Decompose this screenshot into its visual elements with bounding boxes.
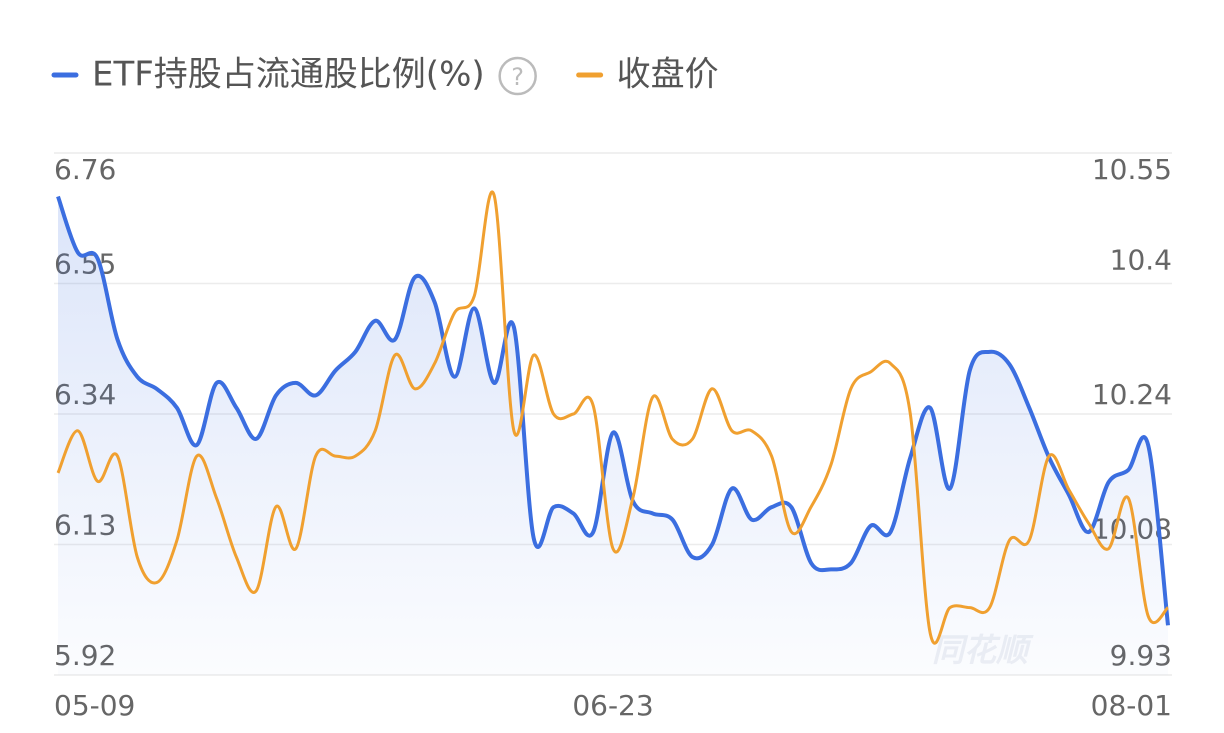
x-tick-label: 06-23 bbox=[572, 689, 653, 722]
help-icon-text: ? bbox=[511, 63, 524, 91]
x-tick-label: 08-01 bbox=[1091, 689, 1172, 722]
y2-tick-label: 10.55 bbox=[1092, 153, 1172, 186]
legend: ETF持股占流通股比例(%)? 收盘价 bbox=[51, 55, 719, 96]
line bbox=[56, 190, 1170, 645]
legend-label: 收盘价 bbox=[617, 55, 719, 95]
legend-label: ETF持股占流通股比例(%) bbox=[92, 55, 485, 95]
help-icon bbox=[498, 56, 537, 96]
y2-tick-label: 10.24 bbox=[1092, 378, 1172, 411]
y2-tick-label: 10.4 bbox=[1110, 243, 1172, 276]
y-tick-label: 6.76 bbox=[54, 153, 116, 186]
line bbox=[56, 195, 1170, 626]
x-tick-label: 05-09 bbox=[54, 689, 135, 722]
